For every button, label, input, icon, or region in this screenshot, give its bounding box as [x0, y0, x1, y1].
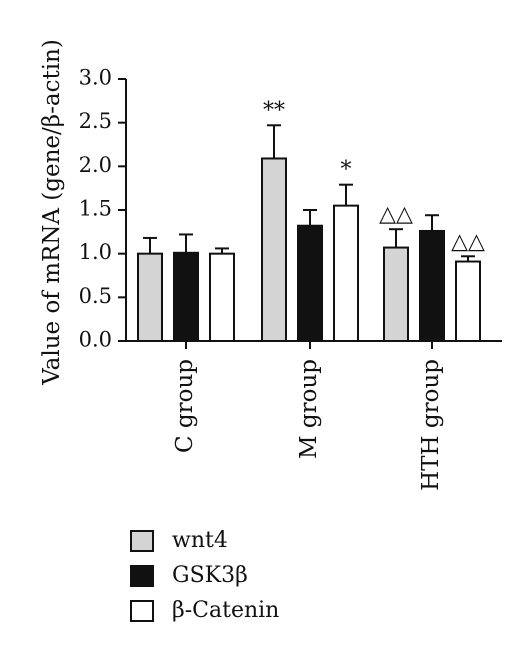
legend-swatch — [130, 565, 154, 587]
y-tick-label: 1.5 — [79, 197, 112, 221]
bar-gsk3 — [173, 251, 199, 342]
y-tick-label: 1.0 — [79, 240, 112, 264]
bars — [137, 157, 481, 343]
y-axis-label: Value of mRNA (gene/β-actin) — [39, 39, 65, 386]
bar-gsk3 — [297, 224, 323, 342]
y-axis: 0.0 0.5 1.0 1.5 2.0 2.5 3.0 — [79, 66, 127, 352]
bar-gsk3 — [419, 229, 445, 343]
y-tick-label: 0.5 — [79, 284, 112, 308]
y-tick-label: 2.5 — [79, 109, 112, 133]
category-label: M group — [296, 359, 322, 459]
bar-wnt4 — [383, 246, 409, 342]
error-bars — [143, 124, 475, 262]
bar-catenin — [209, 252, 235, 343]
category-label: C group — [172, 359, 198, 453]
legend-label: β-Catenin — [172, 598, 279, 623]
legend-label: GSK3β — [172, 563, 248, 588]
significance-annotations: ** △△ * △△ — [263, 98, 485, 254]
y-tick-label: 2.0 — [79, 153, 112, 177]
legend-swatch — [130, 530, 154, 552]
bar-wnt4 — [137, 252, 163, 343]
y-tick-label: 0.0 — [79, 328, 112, 352]
bar-catenin — [333, 204, 359, 342]
category-label: HTH group — [418, 359, 444, 491]
bar-wnt4 — [261, 157, 287, 342]
legend-label: wnt4 — [172, 528, 228, 553]
significance-marker: ** — [263, 98, 285, 123]
bar-catenin — [455, 260, 481, 343]
significance-marker: △△ — [379, 202, 413, 227]
category-labels: C group M group HTH group — [172, 359, 444, 491]
y-tick-label: 3.0 — [79, 66, 112, 90]
legend: wnt4 GSK3β β-Catenin — [130, 528, 279, 623]
x-axis — [126, 340, 502, 349]
significance-marker: △△ — [451, 229, 485, 254]
significance-marker: * — [341, 158, 352, 183]
legend-swatch — [130, 600, 154, 622]
